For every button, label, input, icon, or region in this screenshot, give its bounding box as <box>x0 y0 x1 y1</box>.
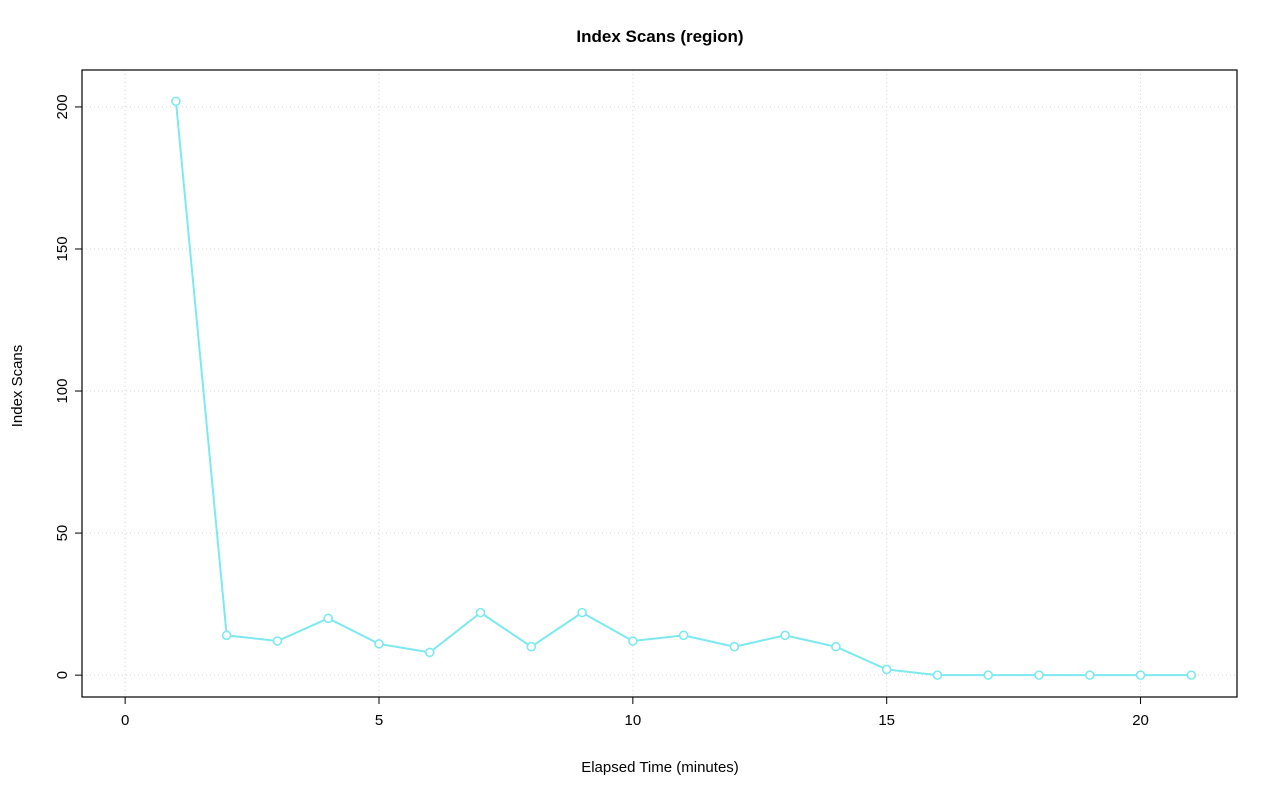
x-tick-label: 15 <box>878 712 895 729</box>
data-point-marker <box>831 641 841 652</box>
data-point-marker <box>272 636 283 646</box>
y-tick-label: 150 <box>54 236 71 261</box>
data-point-marker <box>1084 670 1095 680</box>
data-point-marker <box>729 641 740 652</box>
data-point-marker <box>475 607 486 618</box>
y-axis-label: Index Scans <box>9 345 26 428</box>
x-axis-label: Elapsed Time (minutes) <box>581 759 739 776</box>
data-point-marker <box>932 670 943 680</box>
x-tick-label: 10 <box>625 712 642 729</box>
y-tick-label: 200 <box>54 94 71 119</box>
data-point-marker <box>374 639 384 649</box>
series-line <box>174 100 1193 677</box>
x-tick-label: 20 <box>1132 712 1149 729</box>
data-point-marker <box>577 607 587 618</box>
data-point-marker <box>1135 670 1146 680</box>
data-point-marker <box>983 670 994 680</box>
data-point-marker <box>526 641 537 652</box>
y-tick-label: 50 <box>54 525 71 542</box>
data-point-marker <box>171 96 181 107</box>
data-point-marker <box>881 664 892 675</box>
data-point-marker <box>1186 670 1197 680</box>
x-tick-label: 5 <box>375 712 383 729</box>
plot-border <box>81 69 1238 698</box>
data-point-marker <box>424 647 435 658</box>
data-point-marker <box>221 630 232 641</box>
data-point-marker <box>678 630 689 641</box>
y-tick-label: 100 <box>54 379 71 404</box>
data-point-marker <box>1034 670 1044 680</box>
x-tick-label: 0 <box>121 712 129 729</box>
data-point-marker <box>323 613 334 624</box>
y-tick-label: 0 <box>54 671 71 679</box>
data-point-marker <box>780 630 790 641</box>
chart-title: Index Scans (region) <box>576 27 743 46</box>
data-point-marker <box>628 636 638 646</box>
